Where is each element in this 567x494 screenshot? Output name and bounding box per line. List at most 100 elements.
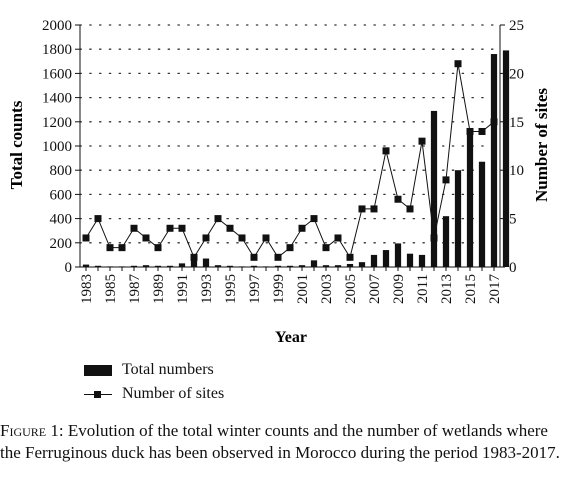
- x-tick-label: 2015: [463, 274, 479, 304]
- bar-total-numbers: [298, 265, 306, 267]
- bar-total-numbers: [94, 265, 102, 267]
- bar-total-numbers: [490, 54, 498, 267]
- caption-text: Evolution of the total winter counts and…: [0, 421, 560, 462]
- y-right-tick-label: 5: [509, 212, 517, 228]
- bar-total-numbers: [382, 250, 390, 267]
- point-number-of-sites: [430, 234, 438, 242]
- y-axis-right-label: Number of sites: [532, 88, 551, 202]
- x-axis-label: Year: [275, 329, 307, 346]
- bar-total-numbers: [346, 263, 354, 267]
- x-tick-label: 1997: [247, 274, 263, 305]
- bar-total-numbers: [358, 262, 366, 267]
- point-number-of-sites: [478, 127, 486, 135]
- bar-total-numbers: [322, 265, 330, 267]
- x-tick-label: 1991: [175, 274, 191, 304]
- x-tick-label: 1983: [79, 274, 95, 304]
- y-axis-left-label: Total counts: [7, 100, 26, 189]
- point-number-of-sites: [406, 205, 414, 213]
- chart: 0 200 400 600 800 1000 1200 1400 1600 1800 2000 0 5 1…: [7, 18, 551, 346]
- point-number-of-sites: [358, 205, 366, 213]
- x-tick-label: 1987: [127, 274, 143, 305]
- y-left-tick-label: 2000: [42, 18, 72, 34]
- point-number-of-sites: [130, 224, 138, 232]
- x-tick-label: 2013: [439, 274, 455, 304]
- bar-total-numbers: [166, 265, 174, 267]
- legend-line-swatch: [84, 389, 112, 400]
- point-number-of-sites: [322, 244, 330, 252]
- bar-total-numbers: [286, 265, 294, 267]
- x-tick-label: 2007: [367, 274, 383, 305]
- y-left-tick-label: 400: [50, 212, 73, 228]
- point-number-of-sites: [154, 244, 162, 252]
- legend-bar-swatch: [84, 364, 112, 376]
- bar-total-numbers: [406, 253, 414, 267]
- bar-total-numbers: [442, 216, 450, 267]
- bar-total-numbers: [142, 265, 150, 267]
- bar-total-numbers: [478, 161, 486, 267]
- bar-total-numbers: [190, 256, 198, 267]
- bar-total-numbers: [334, 265, 342, 267]
- point-number-of-sites: [238, 234, 246, 242]
- figure-label: Figure 1:: [0, 421, 64, 440]
- x-tick-label: 2005: [343, 274, 359, 304]
- y-left-tick-label: 0: [65, 260, 73, 276]
- figure-caption: Figure 1: Evolution of the total winter …: [0, 420, 560, 464]
- bar-total-numbers: [82, 264, 90, 267]
- bar-total-numbers: [178, 263, 186, 267]
- point-number-of-sites: [178, 224, 186, 232]
- point-number-of-sites: [94, 215, 102, 223]
- bar-total-numbers: [202, 258, 210, 267]
- point-number-of-sites: [370, 205, 378, 213]
- point-number-of-sites: [286, 244, 294, 252]
- point-number-of-sites: [262, 234, 270, 242]
- point-number-of-sites: [274, 253, 282, 261]
- legend-item-total-numbers: Total numbers: [84, 361, 214, 379]
- point-number-of-sites: [346, 253, 354, 261]
- point-number-of-sites: [82, 234, 90, 242]
- x-tick-label: 2011: [415, 274, 431, 303]
- point-number-of-sites: [226, 224, 234, 232]
- x-tick-label: 2017: [487, 274, 503, 305]
- bar-total-numbers: [454, 170, 462, 267]
- x-tick-label: 1985: [103, 274, 119, 304]
- point-number-of-sites: [250, 253, 258, 261]
- bar-total-numbers: [310, 260, 318, 267]
- legend-label: Number of sites: [122, 385, 225, 402]
- point-number-of-sites: [334, 234, 342, 242]
- x-tick-label: 2003: [319, 274, 335, 304]
- bar-total-numbers: [502, 50, 510, 267]
- x-tick-label: 2001: [295, 274, 311, 304]
- legend-item-number-of-sites: Number of sites: [84, 385, 224, 403]
- line-group: [82, 60, 498, 261]
- y-left-tick-label: 1400: [42, 91, 72, 107]
- point-number-of-sites: [298, 224, 306, 232]
- x-tick-label: 1995: [223, 274, 239, 304]
- bar-total-numbers: [430, 110, 438, 267]
- bar-total-numbers: [466, 129, 474, 267]
- point-number-of-sites: [202, 234, 210, 242]
- point-number-of-sites: [418, 137, 426, 145]
- x-tick-label: 2009: [391, 274, 407, 304]
- point-number-of-sites: [142, 234, 150, 242]
- y-left-tick-label: 1200: [42, 115, 72, 131]
- point-number-of-sites: [466, 127, 474, 135]
- point-number-of-sites: [394, 195, 402, 203]
- bars-group: [82, 50, 510, 267]
- y-right-tick-label: 15: [509, 115, 524, 131]
- y-right-tick-label: 25: [509, 18, 524, 34]
- bar-total-numbers: [250, 265, 258, 267]
- bar-total-numbers: [214, 265, 222, 267]
- point-number-of-sites: [118, 244, 126, 252]
- bar-total-numbers: [154, 265, 162, 267]
- y-right-tick-label: 20: [509, 66, 524, 82]
- x-tick-label: 1989: [151, 274, 167, 304]
- legend-label: Total numbers: [122, 361, 214, 378]
- x-tick-label: 1993: [199, 274, 215, 304]
- bar-total-numbers: [130, 265, 138, 267]
- y-left-tick-label: 1600: [42, 66, 72, 82]
- bar-total-numbers: [274, 265, 282, 267]
- y-right-tick-label: 10: [509, 163, 524, 179]
- bar-total-numbers: [418, 254, 426, 267]
- bar-total-numbers: [226, 265, 234, 267]
- y-right-tick-label: 0: [509, 260, 517, 276]
